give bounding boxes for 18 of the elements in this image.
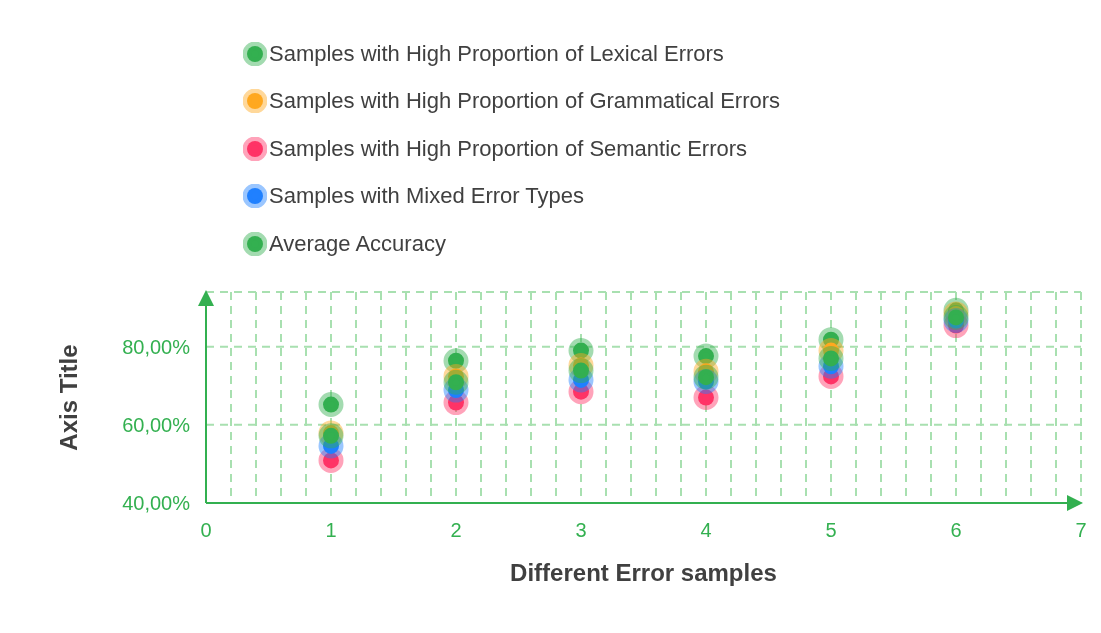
x-tick-label: 5 bbox=[825, 519, 837, 542]
y-tick-label: 80,00% bbox=[122, 335, 191, 358]
x-axis-title: Different Error samples bbox=[510, 559, 777, 586]
y-tick-label: 40,00% bbox=[122, 492, 191, 515]
legend-label: Samples with High Proportion of Lexical Errors bbox=[269, 40, 724, 67]
x-tick-label: 3 bbox=[575, 519, 587, 542]
x-tick-label: 2 bbox=[450, 519, 462, 542]
x-tick-label: 4 bbox=[700, 519, 712, 542]
legend-label: Samples with High Proportion of Grammatical Errors bbox=[269, 88, 781, 115]
y-tick-label: 60,00% bbox=[122, 413, 191, 436]
legend-label: Average Accuracy bbox=[269, 230, 446, 257]
x-tick-label: 1 bbox=[325, 519, 337, 542]
y-axis-title: Axis Title bbox=[54, 344, 82, 451]
legend-label: Samples with Mixed Error Types bbox=[269, 183, 585, 210]
legend-label: Samples with High Proportion of Semantic Errors bbox=[269, 135, 748, 162]
x-tick-label: 7 bbox=[1075, 519, 1087, 542]
x-tick-label: 0 bbox=[200, 519, 212, 542]
x-tick-label: 6 bbox=[950, 519, 962, 542]
